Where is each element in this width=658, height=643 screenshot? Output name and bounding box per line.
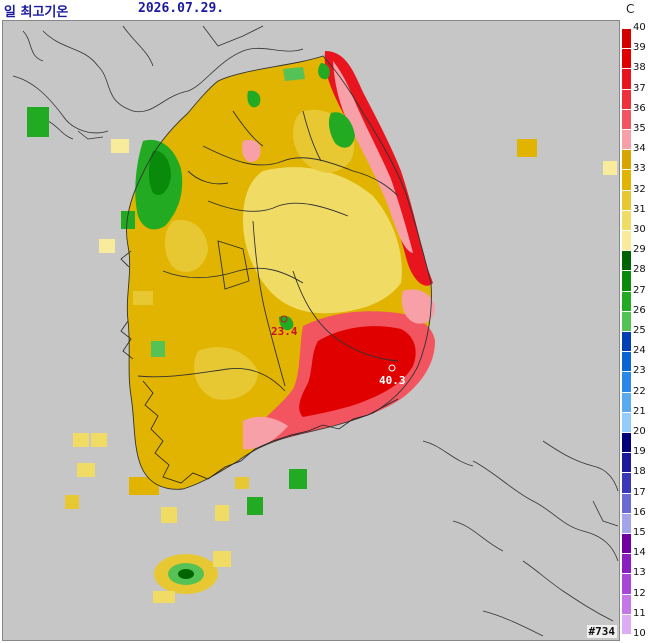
province-boundaries <box>126 55 432 490</box>
map-id-badge: #734 <box>586 625 617 638</box>
map-title: 일 최고기온 <box>4 5 69 20</box>
legend-swatch <box>622 331 631 352</box>
station-min-label: 23.4 <box>271 325 298 338</box>
legend-tick-label: 21 <box>633 405 646 417</box>
legend-tick-label: 32 <box>633 183 646 195</box>
legend-swatch <box>622 250 631 271</box>
legend-tick-label: 17 <box>633 486 646 498</box>
coastline-outlines <box>12 25 619 637</box>
legend-swatch <box>622 533 631 554</box>
legend-swatch <box>622 593 631 614</box>
legend-swatch <box>622 553 631 574</box>
legend-swatch <box>622 411 631 432</box>
legend-tick-label: 34 <box>633 143 646 155</box>
legend-swatch <box>622 452 631 473</box>
legend-tick-label: 37 <box>633 82 646 94</box>
legend-tick-label: 13 <box>633 567 646 579</box>
color-legend: 40 39 38 37 36 35 34 33 32 31 30 29 28 27 26 25 24 23 22 21… <box>622 22 658 642</box>
legend-tick-label: 10 <box>633 628 646 639</box>
header-bar: 일 최고기온 2026.07.29. C <box>0 0 658 20</box>
legend-tick-label: 15 <box>633 527 646 538</box>
legend-swatch <box>622 270 631 291</box>
legend-tick-label: 22 <box>633 385 646 397</box>
legend-tick-label: 29 <box>633 244 646 256</box>
legend-swatch <box>622 48 631 69</box>
legend-tick-label: 35 <box>633 123 646 134</box>
island-temperature-patches <box>27 107 617 603</box>
legend-swatch <box>622 88 631 109</box>
mainland-temperature-field <box>126 51 435 490</box>
legend-tick-label: 12 <box>633 587 646 599</box>
legend-swatch <box>622 68 631 89</box>
legend-swatch <box>622 432 631 453</box>
legend-swatch <box>622 371 631 392</box>
legend-tick-label: 36 <box>633 102 646 114</box>
legend-swatch <box>622 290 631 311</box>
legend-tick-label: 14 <box>633 547 646 559</box>
legend-swatch <box>622 209 631 230</box>
station-min: 23.4 <box>271 315 298 338</box>
legend-swatch <box>622 573 631 594</box>
station-max: 40.3 <box>379 364 406 387</box>
legend-swatch <box>622 230 631 251</box>
legend-swatch <box>622 28 631 49</box>
legend-tick-label: 19 <box>633 446 646 458</box>
legend-tick-label: 31 <box>633 203 646 215</box>
legend-swatch <box>622 492 631 513</box>
legend-swatch <box>622 108 631 129</box>
legend-tick-label: 28 <box>633 264 646 276</box>
legend-tick-label: 40 <box>633 22 646 33</box>
legend-tick-label: 27 <box>633 284 646 296</box>
legend-swatch <box>622 169 631 190</box>
legend-swatch <box>622 613 631 634</box>
legend-tick-label: 25 <box>633 325 646 336</box>
legend-swatch <box>622 512 631 533</box>
legend-tick-label: 23 <box>633 365 646 377</box>
legend-tick-label: 33 <box>633 163 646 175</box>
map-date: 2026.07.29. <box>138 1 225 16</box>
legend-tick-label: 39 <box>633 42 646 54</box>
legend-swatch <box>622 391 631 412</box>
legend-swatch <box>622 189 631 210</box>
legend-swatch <box>622 149 631 170</box>
legend-tick-label: 16 <box>633 506 646 518</box>
station-markers: 23.4 40.3 <box>271 315 406 387</box>
legend-swatch <box>622 129 631 150</box>
unit-label: C <box>626 2 635 16</box>
legend-tick-label: 20 <box>633 426 646 437</box>
station-max-label: 40.3 <box>379 374 406 387</box>
legend-swatch <box>622 351 631 372</box>
legend-swatch <box>622 472 631 493</box>
legend-tick-label: 38 <box>633 62 646 74</box>
legend-tick-label: 11 <box>633 607 646 619</box>
legend-tick-label: 24 <box>633 345 646 357</box>
korea-temperature-map: 23.4 40.3 <box>12 25 619 637</box>
coast-detail <box>120 250 399 484</box>
legend-tick-label: 18 <box>633 466 646 478</box>
legend-swatch <box>622 310 631 331</box>
legend-tick-label: 30 <box>633 224 646 235</box>
legend-tick-label: 26 <box>633 304 646 316</box>
map-area: 23.4 40.3 #734 <box>2 20 620 641</box>
